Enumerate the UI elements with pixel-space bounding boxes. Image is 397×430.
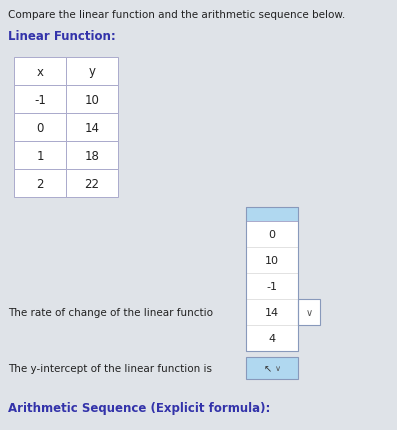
Bar	[66, 141, 118, 169]
Text: 4: 4	[268, 333, 276, 343]
Bar	[14, 169, 66, 197]
Text: The rate of change of the linear functio: The rate of change of the linear functio	[8, 307, 213, 317]
Bar	[246, 208, 298, 221]
Text: -1: -1	[34, 93, 46, 106]
Bar	[14, 114, 66, 141]
Text: 14: 14	[265, 307, 279, 317]
Text: y: y	[89, 65, 96, 78]
Text: Arithmetic Sequence (Explicit formula):: Arithmetic Sequence (Explicit formula):	[8, 401, 270, 414]
Text: The y-intercept of the linear function is: The y-intercept of the linear function i…	[8, 363, 212, 373]
Text: 2: 2	[36, 177, 44, 190]
Text: 14: 14	[85, 121, 100, 134]
Text: ↖: ↖	[264, 363, 272, 373]
Bar	[246, 221, 298, 351]
Text: 10: 10	[85, 93, 99, 106]
Text: 18: 18	[85, 149, 99, 162]
Text: 0: 0	[36, 121, 44, 134]
Text: Compare the linear function and the arithmetic sequence below.: Compare the linear function and the arit…	[8, 10, 345, 20]
Text: 1: 1	[36, 149, 44, 162]
Bar	[298, 299, 320, 325]
Bar	[66, 58, 118, 86]
Bar	[246, 357, 298, 379]
Text: ∨: ∨	[275, 364, 281, 373]
Bar	[14, 58, 66, 86]
Bar	[14, 141, 66, 169]
Bar	[66, 169, 118, 197]
Text: x: x	[37, 65, 44, 78]
Text: Linear Function:: Linear Function:	[8, 30, 116, 43]
Bar	[14, 86, 66, 114]
Text: 0: 0	[268, 230, 276, 240]
Text: -1: -1	[266, 281, 278, 291]
Bar	[66, 114, 118, 141]
Bar	[246, 208, 298, 351]
Text: 22: 22	[85, 177, 100, 190]
Text: ∨: ∨	[305, 307, 312, 317]
Text: 10: 10	[265, 255, 279, 265]
Bar	[66, 86, 118, 114]
